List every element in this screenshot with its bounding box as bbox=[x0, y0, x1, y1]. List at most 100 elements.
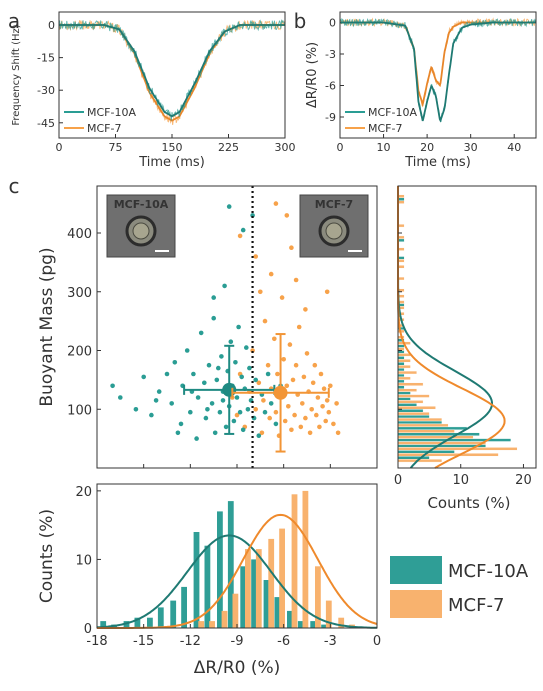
scatter-point bbox=[164, 371, 170, 377]
scatter-point bbox=[198, 330, 204, 336]
scatter-point bbox=[184, 348, 190, 353]
scatter-point bbox=[303, 307, 308, 312]
x-tick-label: 10 bbox=[377, 141, 391, 154]
inset-label: MCF-7 bbox=[315, 198, 353, 211]
bottom-hist-bar bbox=[209, 621, 215, 628]
legend-label-mcf7: MCF-7 bbox=[448, 595, 504, 616]
right-hist-bar bbox=[397, 382, 424, 386]
right-hist-bar bbox=[397, 388, 417, 392]
x-tick-label: 40 bbox=[507, 141, 521, 154]
scatter-point bbox=[211, 315, 216, 321]
scatter-point bbox=[253, 254, 258, 259]
right-hist-bar bbox=[397, 435, 474, 439]
scatter-point bbox=[202, 380, 207, 386]
scatter-point bbox=[256, 380, 262, 386]
scatter-point bbox=[279, 295, 285, 300]
scatter-point bbox=[320, 404, 325, 409]
bottom-hist-bar bbox=[251, 559, 257, 628]
series-fit-MCF-7 bbox=[340, 21, 536, 108]
panel-label-b: b bbox=[294, 9, 307, 33]
scatter-point bbox=[287, 342, 293, 347]
scatter-point bbox=[273, 421, 279, 427]
inset-mcf10a: MCF-10A bbox=[106, 194, 176, 258]
scatter-point bbox=[293, 362, 299, 368]
scatter-point bbox=[240, 427, 246, 433]
scatter-point bbox=[233, 360, 238, 365]
scatter-point bbox=[205, 407, 210, 412]
scatter-point bbox=[258, 289, 263, 295]
x-tick-label: -6 bbox=[277, 634, 290, 649]
right-hist-bar bbox=[397, 400, 424, 404]
x-tick-label: 225 bbox=[218, 141, 239, 154]
panel-b-frame bbox=[339, 11, 537, 139]
y-tick-label: -45 bbox=[37, 117, 55, 130]
scatter-point bbox=[212, 430, 218, 436]
x-axis-label: ΔR/R0 (%) bbox=[194, 658, 281, 678]
x-tick-label: -3 bbox=[324, 634, 337, 649]
right-hist-bar bbox=[397, 385, 405, 389]
scatter-point bbox=[315, 395, 321, 400]
scatter-point bbox=[289, 245, 294, 250]
scatter-point bbox=[256, 433, 262, 439]
x-tick-label: 0 bbox=[56, 141, 63, 154]
panel-label-a: a bbox=[8, 9, 20, 33]
scatter-point bbox=[272, 336, 277, 342]
panel-label-c: c bbox=[9, 174, 20, 198]
scatter-point bbox=[253, 407, 258, 412]
bottom-hist-bar bbox=[134, 617, 141, 628]
scatter-point bbox=[296, 324, 302, 330]
bottom-hist-bar bbox=[147, 617, 153, 628]
scatter-point bbox=[234, 412, 240, 418]
big-legend: MCF-10A MCF-7 bbox=[390, 556, 529, 618]
series-fit-MCF-10A bbox=[59, 24, 285, 118]
scatter-point bbox=[231, 418, 237, 424]
y-tick-label: -3 bbox=[325, 48, 336, 61]
right-hist-bar bbox=[397, 370, 417, 375]
scatter-point bbox=[209, 401, 215, 406]
right-hist-bar bbox=[397, 356, 405, 360]
legend-label: MCF-10A bbox=[87, 106, 136, 119]
x-tick-label: 20 bbox=[420, 141, 434, 154]
scatter-point bbox=[211, 295, 216, 300]
x-tick-label: 300 bbox=[275, 141, 296, 154]
bottom-hist-bar bbox=[325, 600, 332, 628]
mean-marker bbox=[273, 385, 288, 400]
legend-label: MCF-7 bbox=[87, 122, 121, 135]
x-tick-label: -18 bbox=[86, 634, 107, 649]
scatter-point bbox=[156, 389, 162, 394]
bottom-hist-bar bbox=[321, 624, 327, 628]
scatter-point bbox=[312, 362, 318, 368]
series-fit-MCF-10A bbox=[340, 21, 536, 123]
scatter-point bbox=[195, 395, 201, 400]
right-hist-bar bbox=[397, 379, 405, 383]
right-hist-bar bbox=[397, 412, 430, 416]
scatter-point bbox=[226, 204, 232, 209]
bottom-hist-bar bbox=[204, 545, 211, 628]
bottom-hist-bar bbox=[287, 610, 293, 628]
right-hist-bar bbox=[397, 420, 443, 425]
scatter-point bbox=[281, 357, 287, 362]
x-tick-label: 20 bbox=[515, 473, 532, 488]
bottom-hist-bar bbox=[221, 610, 228, 628]
right-hist-frame bbox=[397, 185, 537, 469]
x-tick-label: 150 bbox=[162, 141, 183, 154]
legend-swatch-mcf7 bbox=[390, 590, 442, 618]
scatter-point bbox=[245, 407, 251, 412]
scatter-point bbox=[273, 201, 279, 206]
scatter-point bbox=[223, 424, 229, 430]
right-hist-bar bbox=[397, 417, 443, 422]
scatter-frame bbox=[96, 185, 378, 469]
bottom-hist-bar bbox=[217, 511, 223, 628]
bottom-hist-bar bbox=[310, 621, 317, 628]
scatter-point bbox=[203, 415, 209, 421]
right-hist-bar bbox=[397, 397, 411, 401]
scatter-point bbox=[267, 415, 273, 421]
legend-label-mcf10a: MCF-10A bbox=[448, 561, 529, 582]
right-hist-bar bbox=[397, 365, 411, 369]
y-tick-label: 200 bbox=[67, 345, 92, 360]
right-hist-bar bbox=[397, 438, 512, 442]
bottom-hist-bar bbox=[315, 566, 321, 628]
right-hist-bar bbox=[397, 362, 405, 366]
y-tick-label: 0 bbox=[84, 622, 92, 637]
